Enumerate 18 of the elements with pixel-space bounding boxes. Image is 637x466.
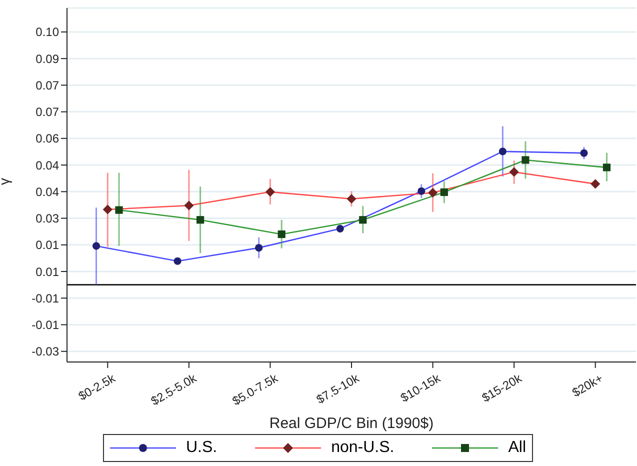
x-axis-title: Real GDP/C Bin (1990$) [269,415,434,432]
y-tick-label: 0.01 [36,264,60,279]
y-tick-label: 0.04 [36,158,60,172]
legend-label: U.S. [186,439,218,457]
y-tick-label: 0.07 [36,105,60,120]
y-tick-label: 0.04 [36,184,60,199]
y-tick-label: -0.03 [32,344,60,359]
y-axis-title: γ [0,178,12,185]
legend-label: non-U.S. [331,439,394,457]
legend-label: All [508,439,526,457]
y-tick-label: -0.01 [32,318,60,332]
y-tick-label: -0.01 [32,291,60,306]
y-tick-label: 0.06 [36,132,60,146]
y-tick-label: 0.03 [36,212,60,226]
y-tick-label: 0.10 [36,25,60,40]
y-tick-label: 0.07 [36,78,60,92]
y-tick-label: 0.09 [36,52,60,66]
y-tick-label: 0.01 [36,238,60,252]
